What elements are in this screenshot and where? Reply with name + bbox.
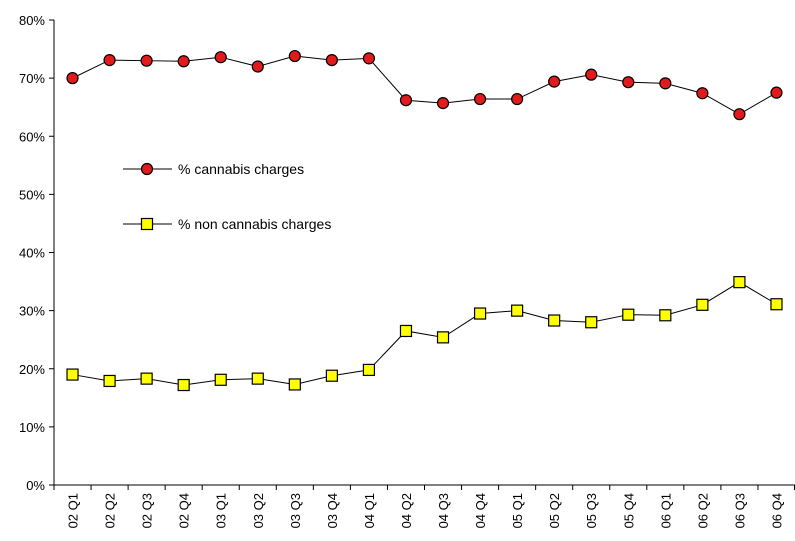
x-tick-label: 06 Q2 — [695, 493, 710, 528]
series-1 — [66, 276, 783, 392]
data-point-circle — [66, 72, 79, 85]
data-point-square — [548, 314, 561, 327]
data-point-circle — [399, 94, 413, 107]
y-tick-label: 60% — [19, 129, 45, 144]
data-point-square — [399, 324, 413, 338]
data-point-square — [251, 372, 264, 385]
x-tick-label: 06 Q1 — [658, 493, 673, 528]
legend-marker-square — [140, 217, 154, 231]
legend-label: % cannabis charges — [178, 161, 304, 177]
data-point-circle — [288, 49, 301, 63]
data-point-square — [140, 372, 153, 385]
data-point-square — [66, 368, 79, 381]
data-point-square — [103, 374, 116, 388]
data-point-circle — [214, 51, 227, 64]
x-tick-label: 03 Q3 — [288, 493, 303, 528]
legend-label: % non cannabis charges — [178, 216, 331, 232]
data-point-circle — [103, 54, 116, 67]
x-tick-label: 06 Q3 — [732, 493, 747, 528]
y-tick-label: 20% — [19, 362, 45, 377]
x-tick-label: 02 Q4 — [177, 493, 192, 528]
legend: % cannabis charges % non cannabis charges — [123, 161, 331, 232]
data-point-circle — [177, 55, 190, 68]
data-point-square — [288, 378, 301, 391]
x-axis: 02 Q1 02 Q2 02 Q3 02 Q4 03 Q1 03 Q2 03 Q3 03 Q4… — [53, 484, 795, 528]
y-tick-label: 40% — [19, 246, 45, 261]
data-point-circle — [436, 97, 450, 110]
x-tick-label: 04 Q1 — [362, 493, 377, 528]
data-point-circle — [696, 87, 709, 100]
x-tick-label: 03 Q2 — [251, 493, 266, 528]
data-point-circle — [548, 75, 561, 88]
data-point-circle — [622, 76, 635, 89]
y-tick-label: 10% — [19, 420, 45, 435]
data-point-circle — [362, 52, 376, 65]
data-point-circle — [251, 60, 264, 73]
x-tick-label: 05 Q1 — [510, 493, 525, 528]
x-tick-label: 05 Q3 — [584, 493, 599, 528]
x-tick-label: 04 Q3 — [436, 493, 451, 528]
x-tick-label: 03 Q1 — [214, 493, 229, 528]
data-point-square — [770, 298, 783, 311]
data-point-square — [622, 308, 635, 321]
legend-item-1: % non cannabis charges — [123, 216, 331, 232]
y-tick-label: 50% — [19, 187, 45, 202]
x-tick-label: 05 Q4 — [621, 493, 636, 528]
x-tick-label: 02 Q3 — [140, 493, 155, 528]
x-tick-label: 02 Q1 — [66, 493, 81, 528]
data-point-square — [214, 373, 227, 386]
x-tick-label: 06 Q4 — [769, 493, 784, 528]
data-point-square — [436, 331, 450, 344]
series-line — [72, 281, 777, 386]
y-tick-label: 80% — [19, 13, 45, 28]
data-point-square — [177, 378, 190, 392]
x-tick-label: 04 Q2 — [399, 493, 414, 528]
data-point-square — [659, 309, 672, 322]
data-point-circle — [511, 92, 524, 106]
data-point-circle — [770, 86, 783, 99]
data-point-circle — [473, 92, 487, 106]
data-point-square — [473, 307, 487, 320]
series-0 — [66, 49, 783, 121]
x-tick-label: 03 Q4 — [325, 493, 340, 528]
data-point-square — [733, 276, 746, 289]
data-point-circle — [325, 54, 338, 67]
data-point-square — [511, 304, 524, 317]
y-tick-label: 30% — [19, 304, 45, 319]
y-tick-label: 0% — [26, 478, 45, 493]
x-tick-label: 05 Q2 — [547, 493, 562, 528]
legend-item-0: % cannabis charges — [123, 161, 304, 177]
data-point-circle — [733, 108, 746, 121]
data-point-circle — [140, 54, 153, 67]
data-point-circle — [585, 68, 598, 81]
data-point-square — [362, 363, 376, 377]
x-tick-label: 04 Q4 — [473, 493, 488, 528]
data-point-circle — [659, 77, 672, 90]
data-point-square — [696, 298, 709, 311]
y-axis: 0% 10% 20% 30% 40% 50% 60% 70% 80% — [19, 13, 55, 493]
y-tick-label: 70% — [19, 71, 45, 86]
data-point-square — [585, 316, 598, 329]
series-layer — [66, 49, 783, 392]
series-line — [72, 55, 777, 115]
x-tick-label: 02 Q2 — [103, 493, 118, 528]
data-point-square — [325, 369, 338, 382]
legend-marker-circle — [140, 162, 154, 176]
